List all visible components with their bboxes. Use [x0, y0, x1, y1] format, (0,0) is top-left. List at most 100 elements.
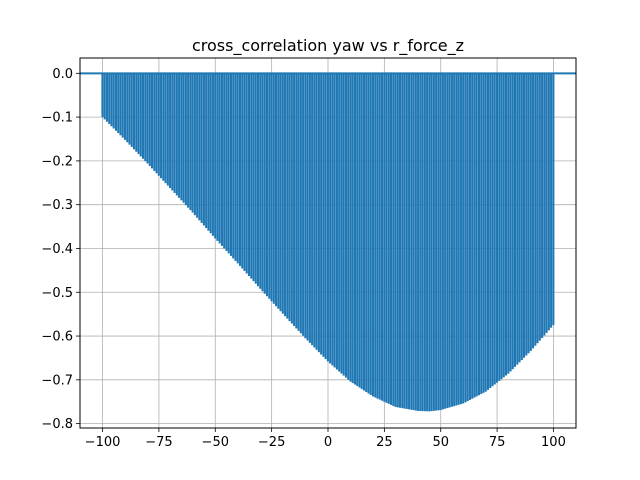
bar — [306, 73, 309, 341]
bar — [225, 73, 228, 251]
bar — [331, 73, 334, 366]
bar — [405, 73, 408, 409]
bar — [403, 73, 406, 409]
bar — [462, 73, 465, 404]
bar — [261, 73, 264, 292]
bar — [356, 73, 359, 387]
bar — [160, 73, 163, 179]
y-axis-ticks: 0.0 −0.1 −0.2 −0.3 −0.4 −0.5 −0.6 −0.7 −0.8 — [41, 67, 80, 432]
bar — [473, 73, 476, 398]
bar — [439, 73, 442, 411]
bar — [227, 73, 230, 254]
bar — [308, 73, 311, 343]
bar — [322, 73, 325, 357]
bar — [394, 73, 397, 407]
y-tick-label: 0.0 — [52, 67, 73, 82]
bar — [390, 73, 393, 405]
bar — [128, 73, 131, 145]
bar — [266, 73, 269, 297]
bar — [135, 73, 138, 152]
bar — [480, 73, 483, 395]
bar — [430, 73, 433, 412]
bar — [117, 73, 120, 134]
bar — [450, 73, 453, 407]
bar — [448, 73, 451, 408]
bar — [234, 73, 237, 261]
bar — [220, 73, 223, 246]
x-tick-label: 0 — [324, 435, 332, 450]
bar — [164, 73, 167, 184]
bar — [250, 73, 253, 279]
bar — [108, 73, 111, 124]
bar — [139, 73, 142, 157]
bar — [144, 73, 147, 162]
bar — [543, 73, 546, 336]
bar — [541, 73, 544, 339]
bar — [428, 73, 431, 412]
bar — [184, 73, 187, 206]
bar — [383, 73, 386, 402]
bar — [399, 73, 402, 408]
bar — [335, 73, 338, 370]
bar — [320, 73, 323, 355]
bar — [268, 73, 271, 299]
bar — [471, 73, 474, 399]
bar — [518, 73, 521, 363]
bar — [103, 73, 106, 120]
bar — [547, 73, 550, 331]
bar — [178, 73, 181, 198]
y-tick-label: −0.3 — [41, 198, 73, 213]
bar — [419, 73, 422, 412]
bar — [155, 73, 158, 174]
bar — [511, 73, 514, 370]
bar — [435, 73, 438, 411]
bar — [288, 73, 291, 322]
bar — [214, 73, 217, 239]
bar — [175, 73, 178, 196]
bar — [151, 73, 154, 169]
bar — [369, 73, 372, 395]
bar — [329, 73, 332, 364]
x-tick-label: −100 — [85, 435, 121, 450]
bar — [362, 73, 366, 391]
bar — [412, 73, 415, 411]
bar — [457, 73, 460, 405]
x-tick-label: −25 — [258, 435, 285, 450]
bar — [464, 73, 467, 403]
x-tick-label: 75 — [489, 435, 506, 450]
bar — [326, 73, 329, 362]
bar — [275, 73, 278, 307]
bar — [162, 73, 165, 181]
bar — [532, 73, 535, 349]
bar — [365, 73, 368, 393]
bar — [180, 73, 183, 201]
bar — [272, 73, 275, 304]
bar — [523, 73, 526, 358]
bar — [529, 73, 532, 351]
bar — [502, 73, 505, 378]
bar — [338, 73, 341, 372]
bar — [324, 73, 327, 360]
bar — [392, 73, 395, 406]
bar — [527, 73, 530, 354]
bar — [371, 73, 375, 397]
bar — [198, 73, 201, 221]
bar — [146, 73, 149, 164]
bar — [441, 73, 444, 410]
y-tick-label: −0.6 — [41, 330, 73, 345]
bar — [169, 73, 172, 189]
bar — [243, 73, 246, 271]
bar — [148, 73, 151, 166]
bar — [475, 73, 478, 397]
bar — [247, 73, 251, 277]
bar — [421, 73, 424, 412]
bar — [182, 73, 185, 203]
bar — [105, 73, 109, 122]
bar — [482, 73, 485, 393]
bar — [119, 73, 122, 136]
bar — [110, 73, 113, 127]
bar — [367, 73, 370, 394]
bar — [349, 73, 352, 382]
bar — [252, 73, 255, 282]
